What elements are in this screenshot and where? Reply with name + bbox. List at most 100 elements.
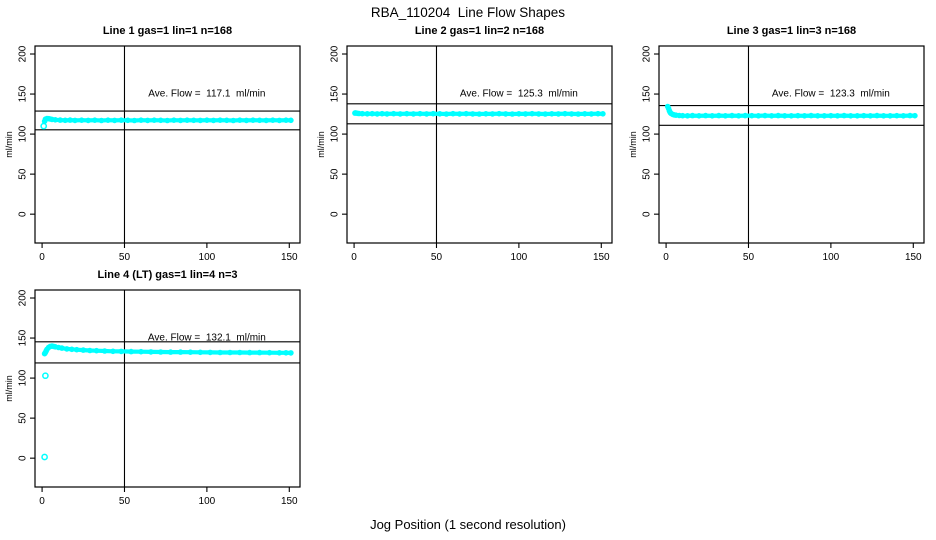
x-tick-label: 100: [823, 252, 840, 263]
data-point: [246, 349, 253, 356]
data-point: [369, 110, 376, 117]
data-point: [171, 117, 177, 124]
data-point: [775, 112, 782, 119]
data-point: [217, 117, 223, 124]
plot-panel-3: Line 3 gas=1 lin=3 n=168 0 50 100 150 0 50 100 1…: [628, 25, 925, 263]
data-point: [204, 117, 210, 124]
data-point: [463, 110, 470, 117]
data-point: [860, 112, 867, 119]
data-point: [880, 113, 887, 119]
data-point: [755, 113, 762, 119]
data-point: [187, 349, 194, 356]
data-point: [893, 112, 900, 119]
data-point: [276, 117, 283, 124]
data-point: [105, 117, 111, 124]
y-tick-label: 200: [642, 45, 653, 62]
y-tick-label: 50: [18, 168, 29, 180]
data-point: [73, 346, 80, 353]
data-point: [847, 113, 854, 119]
data-point: [496, 110, 502, 117]
data-point: [128, 348, 134, 355]
x-tick-label: 0: [39, 252, 45, 263]
y-axis-label: ml/min: [628, 131, 638, 158]
data-point: [575, 111, 582, 117]
x-axis-label: Jog Position (1 second resolution): [370, 517, 566, 532]
data-point: [118, 117, 125, 124]
data-point: [359, 110, 366, 117]
data-point: [157, 117, 164, 124]
outlier-point: [41, 453, 48, 461]
data-point: [410, 111, 417, 117]
data-point: [702, 112, 709, 119]
y-tick-label: 50: [18, 412, 29, 424]
data-point: [237, 117, 243, 124]
y-tick-label: 200: [18, 289, 29, 306]
data-point: [684, 113, 691, 119]
data-point: [417, 110, 423, 117]
data-point: [874, 112, 880, 119]
ave-flow-label: Ave. Flow = 123.3 ml/min: [772, 89, 890, 100]
x-tick-label: 150: [281, 252, 298, 263]
data-point: [397, 111, 404, 117]
data-point: [709, 113, 716, 119]
data-point: [190, 117, 197, 124]
data-point: [64, 346, 70, 352]
data-point: [138, 348, 144, 355]
ave-flow-label: Ave. Flow = 125.3 ml/min: [460, 89, 578, 100]
data-point: [762, 112, 768, 119]
data-point: [164, 117, 171, 124]
data-point: [912, 112, 918, 119]
data-point: [673, 112, 679, 119]
y-tick-label: 200: [18, 45, 29, 62]
flow-band: [352, 110, 606, 117]
data-point: [98, 117, 105, 124]
y-tick-label: 150: [18, 329, 29, 346]
x-tick-label: 150: [281, 496, 298, 507]
data-point: [125, 117, 131, 124]
data-point: [250, 117, 256, 124]
x-tick-label: 0: [351, 252, 357, 263]
data-point: [456, 111, 463, 117]
y-tick-label: 150: [642, 85, 653, 102]
data-point: [256, 349, 263, 356]
ave-flow-label: Ave. Flow = 132.1 ml/min: [148, 333, 266, 344]
data-point: [55, 344, 62, 351]
y-axis-label: ml/min: [4, 131, 14, 158]
data-point: [118, 348, 125, 355]
y-tick-label: 50: [642, 168, 653, 180]
data-point: [356, 110, 362, 117]
data-point: [568, 111, 575, 117]
data-point: [781, 113, 788, 119]
data-point: [78, 117, 85, 124]
data-point: [735, 113, 742, 119]
data-point: [443, 111, 450, 117]
data-point: [52, 343, 59, 350]
data-point: [288, 350, 294, 356]
y-tick-label: 100: [18, 125, 29, 142]
x-tick-label: 150: [593, 252, 610, 263]
data-point: [600, 111, 606, 117]
data-point: [581, 111, 588, 117]
panel-title: Line 3 gas=1 lin=3 n=168: [727, 25, 856, 37]
data-point: [177, 117, 184, 124]
data-point: [483, 111, 489, 117]
data-point: [542, 111, 549, 117]
data-point: [529, 110, 535, 117]
data-point: [814, 113, 821, 119]
data-point: [548, 111, 555, 117]
panel-title: Line 4 (LT) gas=1 lin=4 n=3: [97, 269, 237, 281]
outlier-point: [40, 122, 48, 130]
y-axis-label: ml/min: [4, 375, 14, 402]
data-point: [808, 112, 814, 119]
data-point: [828, 112, 834, 119]
x-tick-label: 100: [511, 252, 528, 263]
y-tick-label: 100: [18, 369, 29, 386]
flow-band: [665, 104, 918, 118]
x-tick-label: 0: [663, 252, 669, 263]
y-tick-label: 0: [18, 455, 29, 461]
data-point: [390, 110, 397, 117]
data-point: [230, 117, 237, 124]
x-tick-label: 50: [119, 496, 131, 507]
data-point: [210, 117, 217, 124]
data-point: [80, 347, 87, 353]
